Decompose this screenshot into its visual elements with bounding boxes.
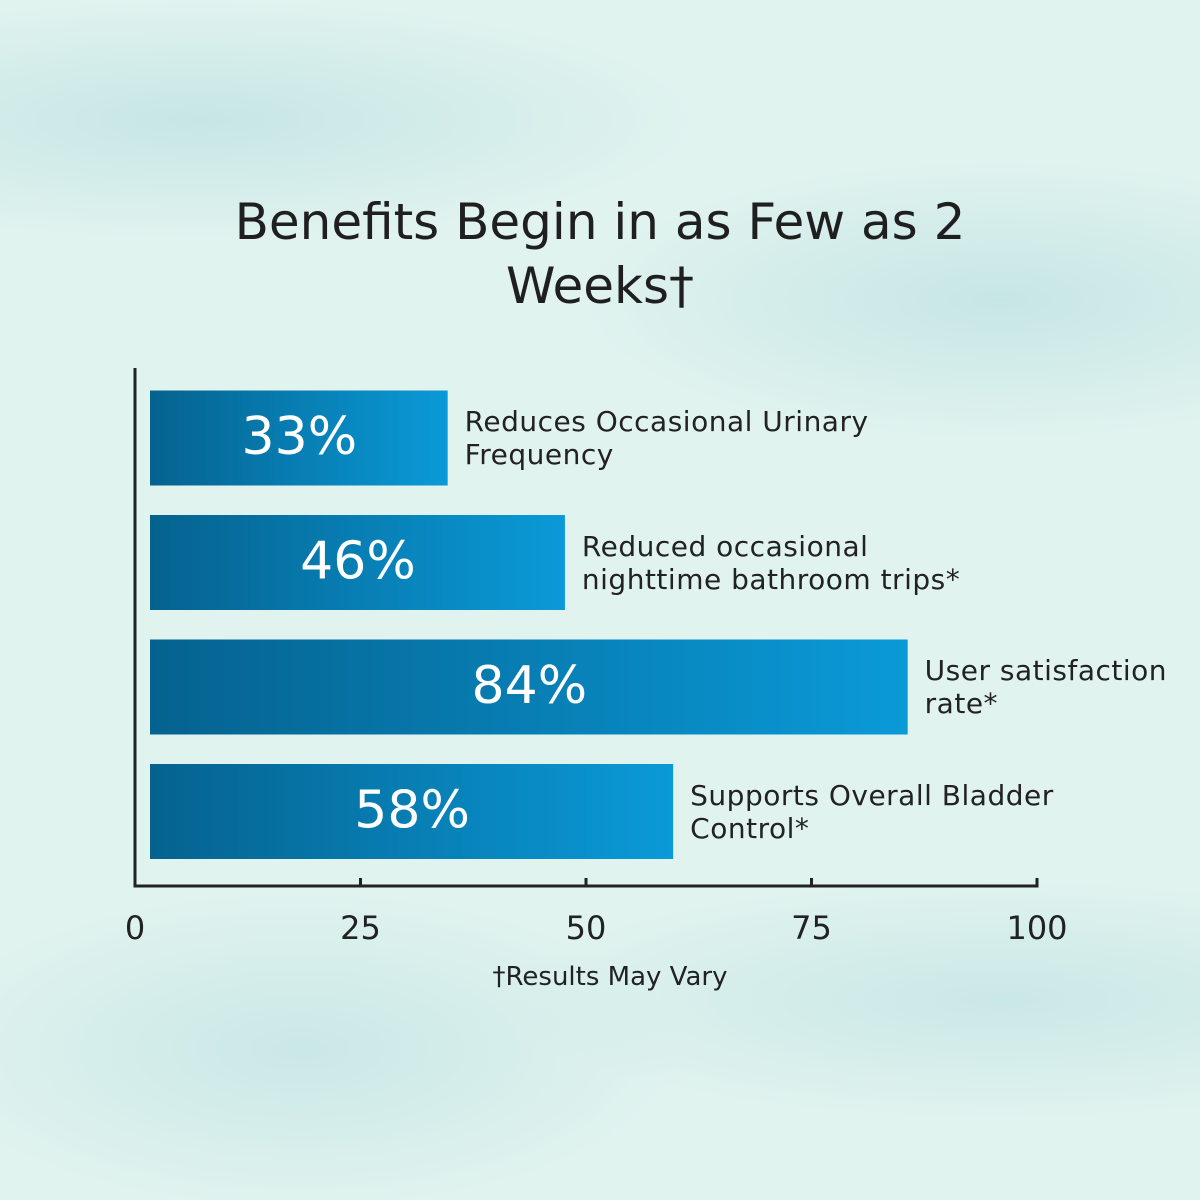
bar [150,764,674,859]
x-tick-label: 75 [791,909,832,947]
x-tick-label: 50 [566,909,607,947]
bar [150,639,908,735]
x-tick-label: 0 [125,909,145,947]
category-label: Reduced occasional nighttime bathroom tr… [581,529,961,596]
chart-title: Benefits Begin in as Few as 2 Weeks† [234,193,966,315]
x-tick-label: 25 [340,909,381,947]
category-label: User satisfaction rate* [924,654,1168,720]
category-label: Supports Overall Bladder Control* [690,778,1054,845]
value-label: 46% [300,532,416,592]
footnote: †Results May Vary [492,962,728,992]
value-label: 33% [242,407,358,467]
value-label: 58% [354,781,470,841]
bar [150,515,565,610]
x-tick-label: 100 [1006,909,1067,947]
value-label: 84% [472,656,588,716]
category-label: Reduces Occasional Urinary Frequency [464,405,869,471]
bar [150,390,448,486]
